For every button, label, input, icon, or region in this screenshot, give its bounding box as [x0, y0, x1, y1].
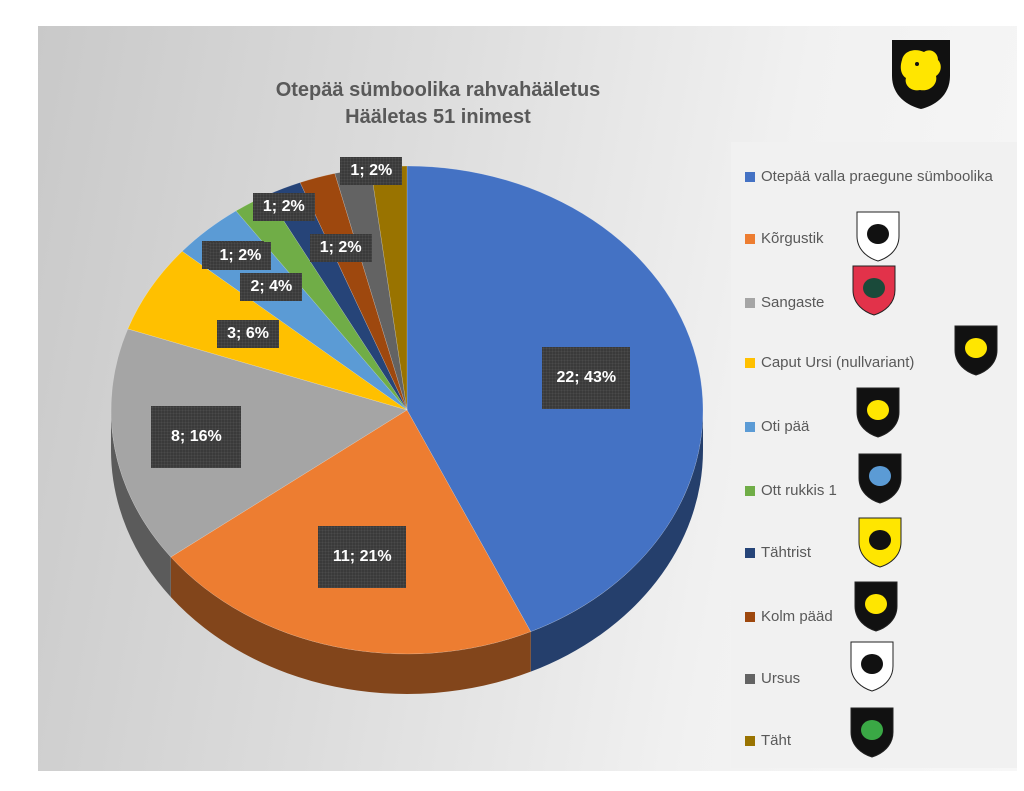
legend-label: Sangaste: [761, 294, 825, 311]
kolm-paad-emblem-icon: [854, 581, 898, 632]
legend-swatch: [745, 233, 755, 244]
data-label: 22; 43%: [542, 346, 631, 409]
legend-item: Ott rukkis 1: [745, 482, 837, 499]
legend-item: Täht: [745, 732, 791, 749]
pie-slice: [299, 173, 408, 411]
pie-slice-side: [530, 410, 703, 672]
legend-item: Caput Ursi (nullvariant): [745, 354, 914, 371]
data-label: 1; 2%: [309, 233, 372, 262]
legend-label: Täht: [761, 732, 792, 749]
pie-slice-side: [170, 557, 531, 694]
legend-swatch: [745, 357, 755, 368]
legend-swatch: [745, 421, 755, 432]
legend-swatch: [745, 485, 755, 496]
data-label: 8; 16%: [151, 405, 242, 468]
legend-swatch: [745, 611, 755, 622]
legend-label: Kõrgustik: [761, 230, 824, 247]
legend-item: Tähtrist: [745, 544, 811, 561]
tahtrist-emblem-icon: [858, 517, 902, 568]
legend-swatch: [745, 547, 755, 558]
legend-swatch: [745, 171, 755, 182]
data-label: 11; 21%: [318, 525, 407, 588]
legend-swatch: [745, 735, 755, 746]
data-label: 3; 6%: [217, 320, 280, 349]
legend-label: Caput Ursi (nullvariant): [761, 354, 915, 371]
legend-swatch: [745, 297, 755, 308]
pie-slice: [110, 328, 408, 558]
bear-head-emblem-icon: [892, 40, 950, 109]
legend: Otepää valla praegune sümboolika Kõrgusti…: [731, 142, 1017, 768]
data-label: 2; 4%: [240, 273, 303, 302]
legend-label: Otepää valla praegune sümboolika: [761, 168, 993, 185]
sangaste-emblem-icon: [852, 265, 896, 316]
pie-slice-side: [111, 410, 171, 598]
legend-item: Sangaste: [745, 294, 824, 311]
ott-rukkis-emblem-icon: [858, 453, 902, 504]
chart-area: Otepää sümboolika rahvahääletus Hääletas…: [38, 26, 1017, 771]
legend-label: Kolm pääd: [761, 608, 833, 625]
data-label: 1; 2%: [209, 241, 272, 270]
legend-item: Oti pää: [745, 418, 809, 435]
ursus-emblem-icon: [850, 641, 894, 692]
taht-emblem-icon: [850, 707, 894, 758]
legend-item: Kolm pääd: [745, 608, 833, 625]
legend-item: Kõrgustik: [745, 230, 824, 247]
caput-ursi-emblem-icon: [954, 325, 998, 376]
legend-label: Ott rukkis 1: [761, 482, 837, 499]
legend-item: Otepää valla praegune sümboolika: [745, 168, 993, 185]
legend-label: Ursus: [761, 670, 801, 687]
chart-subtitle: Hääletas 51 inimest: [345, 106, 531, 128]
chart-title: Otepää sümboolika rahvahääletus: [275, 79, 601, 101]
legend-label: Tähtrist: [761, 544, 812, 561]
oti-paa-emblem-icon: [856, 387, 900, 438]
legend-item: Ursus: [745, 670, 800, 687]
data-label: 1; 2%: [252, 193, 315, 222]
legend-swatch: [745, 673, 755, 684]
korgustik-emblem-icon: [856, 211, 900, 262]
legend-label: Oti pää: [761, 418, 810, 435]
data-label: 1; 2%: [340, 156, 403, 185]
